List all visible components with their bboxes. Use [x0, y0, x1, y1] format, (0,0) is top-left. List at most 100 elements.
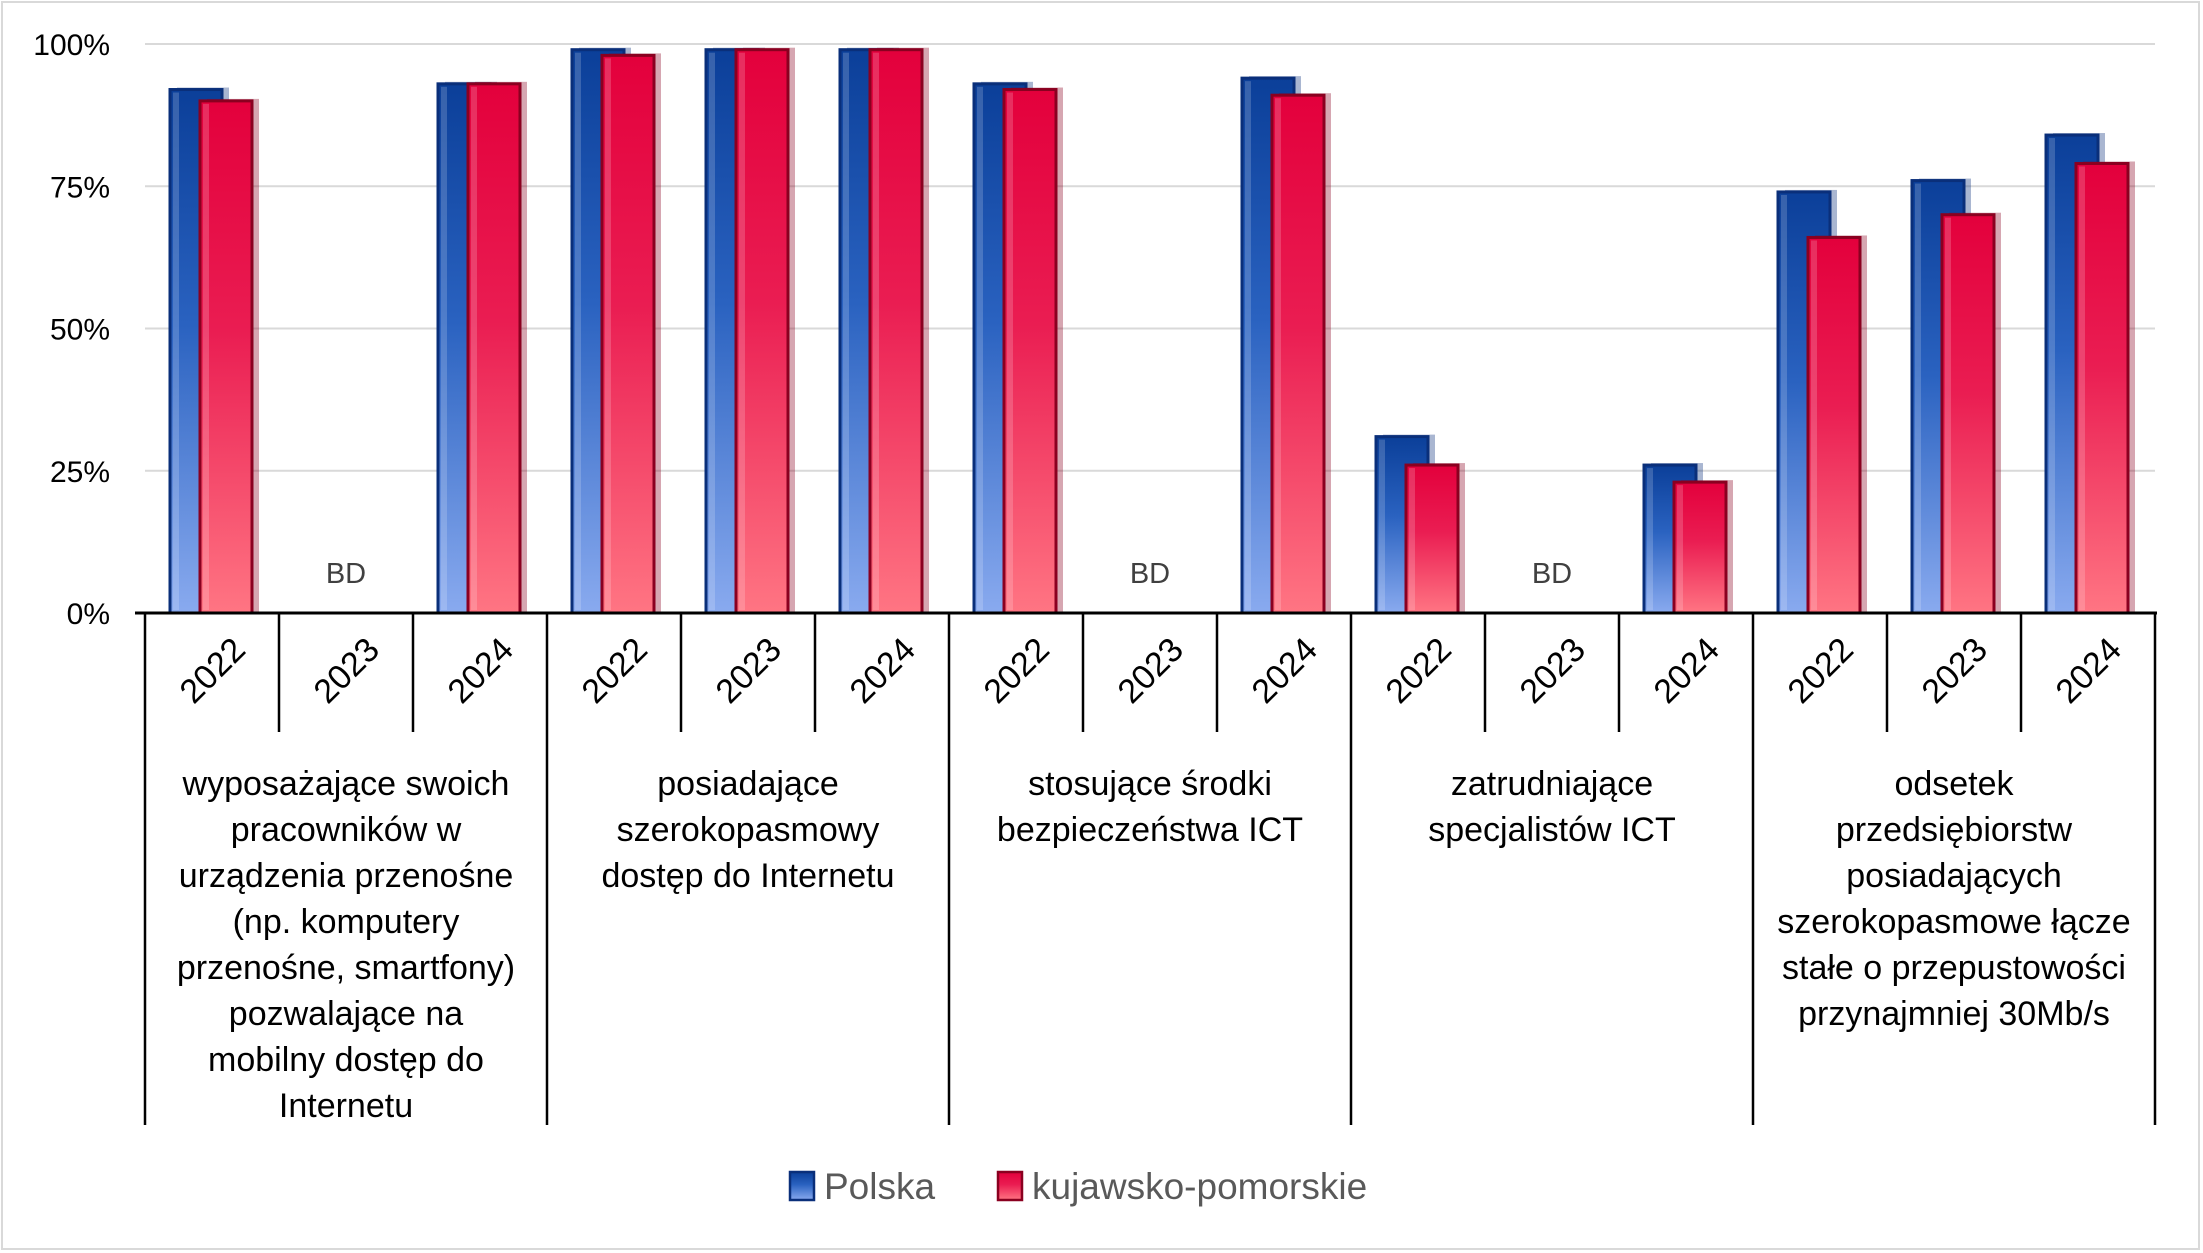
- group-label-line: Internetu: [279, 1087, 413, 1125]
- missing-data-label: BD: [1532, 558, 1572, 590]
- legend-label: kujawsko-pomorskie: [1032, 1166, 1367, 1207]
- y-tick-label: 50%: [50, 314, 110, 347]
- legend: Polska kujawsko-pomorskie: [788, 1166, 1367, 1207]
- bar-highlight: [605, 58, 611, 610]
- bar-kujawsko-pomorskie: [734, 47, 795, 615]
- bar-highlight: [1647, 468, 1653, 610]
- year-label: 2022: [977, 631, 1057, 711]
- group-label-line: przedsiębiorstw: [1836, 811, 2073, 849]
- x-axis-labels: 2022 BD 2023 2024 wyposażające swoich pracown…: [173, 558, 2131, 1125]
- bars: [168, 47, 2135, 615]
- legend-label: Polska: [824, 1166, 935, 1207]
- group-label-line: bezpieczeństwa ICT: [997, 811, 1303, 849]
- year-label: 2024: [843, 631, 923, 711]
- y-axis-ticks: 0% 25% 50% 75% 100%: [33, 29, 110, 631]
- group-label-line: szerokopasmowy: [617, 811, 880, 849]
- year-label: 2023: [1513, 631, 1593, 711]
- bar-highlight: [1007, 92, 1013, 610]
- bar-highlight: [173, 92, 179, 610]
- group-label-line: szerokopasmowe łącze: [1777, 903, 2130, 941]
- group-label: zatrudniające specjalistów ICT: [1428, 765, 1676, 849]
- group-label-line: posiadających: [1846, 857, 2061, 895]
- bar-highlight: [739, 52, 745, 610]
- year-label: 2024: [441, 631, 521, 711]
- bar-fill: [2074, 161, 2130, 615]
- bar-highlight: [1677, 485, 1683, 610]
- year-label: 2023: [1915, 631, 1995, 711]
- year-label: 2023: [307, 631, 387, 711]
- year-label: 2022: [575, 631, 655, 711]
- group-label-line: zatrudniające: [1451, 765, 1653, 803]
- bar-kujawsko-pomorskie: [1672, 480, 1733, 615]
- bar-highlight: [709, 52, 715, 610]
- year-label: 2022: [173, 631, 253, 711]
- bar-fill: [600, 53, 656, 615]
- legend-polska: Polska: [788, 1166, 935, 1207]
- bar-highlight: [2049, 138, 2055, 611]
- bar-highlight: [1275, 98, 1281, 611]
- bar-highlight: [471, 86, 477, 610]
- legend-kujawsko-pomorskie: kujawsko-pomorskie: [996, 1166, 1367, 1207]
- group-label: stosujące środki bezpieczeństwa ICT: [997, 765, 1303, 849]
- bar-kujawsko-pomorskie: [1270, 93, 1331, 615]
- year-label: 2024: [1245, 631, 1325, 711]
- year-label: 2024: [1647, 631, 1727, 711]
- group-label: posiadające szerokopasmowy dostęp do Inter…: [601, 765, 894, 895]
- bar-highlight: [977, 86, 983, 610]
- bar-highlight: [1811, 240, 1817, 610]
- bar-highlight: [1379, 439, 1385, 610]
- bar-highlight: [203, 103, 209, 611]
- bar-kujawsko-pomorskie: [198, 98, 259, 615]
- bar-kujawsko-pomorskie: [600, 53, 661, 615]
- missing-data-label: BD: [1130, 558, 1170, 590]
- year-label: 2022: [1781, 631, 1861, 711]
- bar-kujawsko-pomorskie: [868, 47, 929, 615]
- group-label-line: urządzenia przenośne: [179, 857, 514, 895]
- group-label-line: przenośne, smartfony): [177, 949, 515, 987]
- bar-highlight: [843, 52, 849, 610]
- group-label-line: pracowników w: [231, 811, 462, 849]
- group-label: wyposażające swoich pracowników w urządzen…: [177, 765, 515, 1125]
- group-label: odsetek przedsiębiorstw posiadających szero…: [1777, 765, 2130, 1033]
- bar-kujawsko-pomorskie: [1002, 87, 1063, 615]
- bar-kujawsko-pomorskie: [1806, 235, 1867, 615]
- group-label-line: przynajmniej 30Mb/s: [1798, 995, 2110, 1033]
- y-tick-label: 25%: [50, 456, 110, 489]
- x-axis: [135, 611, 2157, 1125]
- y-tick-label: 0%: [67, 598, 110, 631]
- bar-highlight: [1781, 194, 1787, 610]
- y-tick-label: 100%: [33, 29, 110, 62]
- bar-kujawsko-pomorskie: [1404, 463, 1465, 615]
- year-label: 2023: [709, 631, 789, 711]
- year-label: 2022: [1379, 631, 1459, 711]
- year-label: 2023: [1111, 631, 1191, 711]
- bar-highlight: [575, 52, 581, 610]
- group-label-line: specjalistów ICT: [1428, 811, 1676, 849]
- group-label-line: odsetek: [1894, 765, 2014, 803]
- year-label: 2024: [2049, 631, 2129, 711]
- bar-kujawsko-pomorskie: [1940, 212, 2001, 615]
- bar-highlight: [873, 52, 879, 610]
- bar-highlight: [1945, 217, 1951, 610]
- bar-kujawsko-pomorskie: [2074, 161, 2135, 615]
- group-label-line: dostęp do Internetu: [601, 857, 894, 895]
- group-label-line: mobilny dostęp do: [208, 1041, 484, 1079]
- legend-swatch: [788, 1170, 816, 1202]
- bar-fill: [466, 82, 522, 615]
- bar-fill: [1404, 463, 1460, 615]
- bar-highlight: [1409, 468, 1415, 610]
- group-label-line: posiadające: [657, 765, 838, 803]
- bar-fill: [1270, 93, 1326, 615]
- y-tick-label: 75%: [50, 171, 110, 204]
- group-label-line: wyposażające swoich: [182, 765, 510, 803]
- group-label-line: pozwalające na: [229, 995, 463, 1033]
- bar-highlight: [1915, 183, 1921, 610]
- group-label-line: stałe o przepustowości: [1782, 949, 2126, 987]
- bar-fill: [868, 48, 924, 615]
- bar-highlight: [2079, 166, 2085, 611]
- bar-kujawsko-pomorskie: [466, 81, 527, 615]
- legend-swatch: [996, 1170, 1024, 1202]
- missing-data-label: BD: [326, 558, 366, 590]
- bar-highlight: [1245, 81, 1251, 610]
